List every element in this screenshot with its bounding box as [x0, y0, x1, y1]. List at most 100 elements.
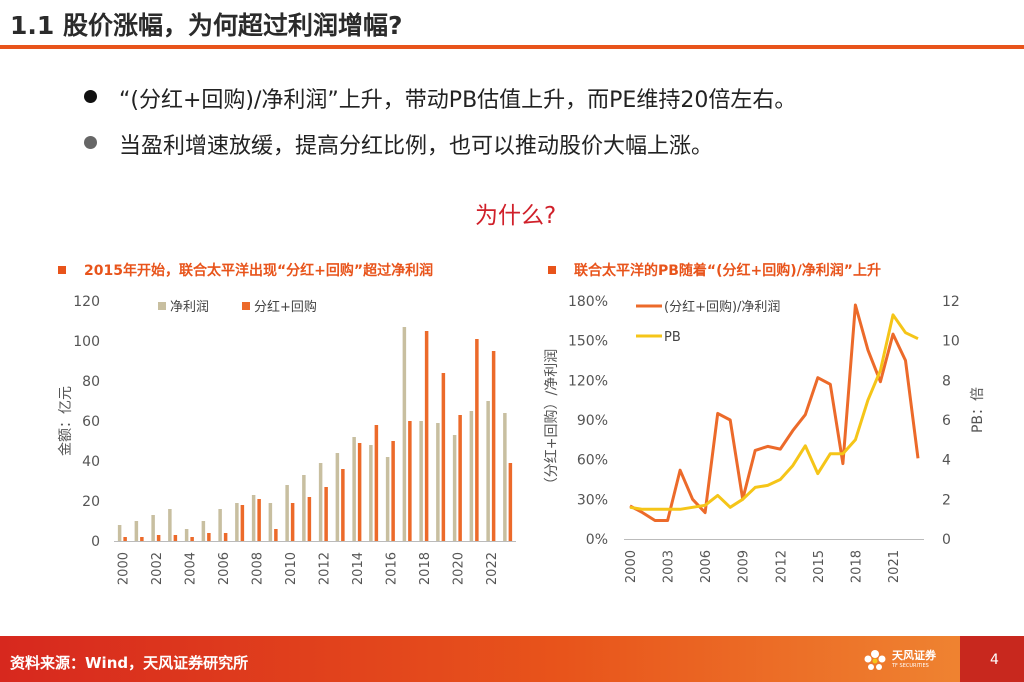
bar-dividend-buyback	[307, 497, 312, 541]
bar-dividend-buyback	[240, 505, 245, 541]
bar-net-profit	[201, 521, 206, 541]
bar-dividend-buyback	[391, 441, 395, 541]
legend-swatch-dividend-buyback	[242, 302, 250, 310]
flower-logo-icon	[864, 650, 886, 670]
bar-dividend-buyback	[173, 535, 178, 541]
bar-dividend-buyback	[475, 339, 479, 541]
legend-swatch-net-profit	[158, 302, 166, 310]
left-y-tick-label: 150%	[568, 334, 608, 350]
x-tick-label: 2006	[699, 550, 714, 583]
x-tick-label: 2016	[384, 552, 399, 585]
left-y-tick-label: 30%	[577, 492, 608, 508]
right-chart-title: 联合太平洋的PB随着“(分红+回购)/净利润”上升	[548, 260, 881, 280]
right-y-tick-label: 8	[942, 373, 951, 389]
legend-label-pb: PB	[664, 330, 681, 345]
right-y-tick-label: 10	[942, 334, 960, 350]
bar-dividend-buyback	[207, 533, 211, 541]
bar-net-profit	[385, 457, 390, 541]
bar-net-profit	[335, 453, 340, 541]
x-tick-label: 2008	[250, 552, 265, 585]
left-chart-title-text: 2015年开始，联合太平洋出现“分红+回购”超过净利润	[84, 263, 434, 279]
square-bullet-icon	[58, 266, 66, 274]
bar-chart-net-profit-vs-payout: 0 20 40 60 80 100 120 金额：亿元 2000 2002 2004 2006 2008…	[58, 294, 516, 585]
x-tick-label: 2012	[317, 552, 332, 585]
x-tick-label: 2012	[774, 550, 789, 583]
bar-net-profit	[285, 485, 289, 541]
bar-net-profit	[318, 463, 323, 541]
bar-dividend-buyback	[374, 425, 379, 541]
bar-net-profit	[235, 503, 239, 541]
legend-label-payout-ratio: (分红+回购)/净利润	[664, 299, 780, 315]
page-title: 1.1 股价涨幅，为何超过利润增幅?	[10, 11, 403, 40]
left-chart-title: 2015年开始，联合太平洋出现“分红+回购”超过净利润	[58, 260, 433, 280]
bar-dividend-buyback	[190, 537, 194, 541]
left-y-tick-label: 120%	[568, 373, 608, 389]
legend-label-dividend-buyback: 分红+回购	[254, 299, 317, 315]
right-y-tick-label: 12	[942, 294, 960, 310]
bar-dividend-buyback	[341, 469, 345, 541]
bar-dividend-buyback	[156, 535, 161, 541]
x-tick-label: 2020	[451, 552, 466, 585]
bar-net-profit	[151, 515, 155, 541]
y-axis-label: 金额：亿元	[58, 386, 74, 456]
x-tick-label: 2015	[812, 550, 827, 583]
footer-band	[0, 636, 1024, 682]
bar-net-profit	[134, 521, 139, 541]
x-tick-label: 2014	[351, 552, 366, 585]
right-chart-title-text: 联合太平洋的PB随着“(分红+回购)/净利润”上升	[574, 263, 881, 279]
y-tick-label: 20	[82, 494, 100, 510]
bullet-text-2: 当盈利增速放缓，提高分红比例，也可以推动股价大幅上涨。	[119, 134, 714, 159]
bar-dividend-buyback	[357, 443, 362, 541]
bar-dividend-buyback	[223, 533, 228, 541]
y-tick-label: 120	[73, 294, 100, 310]
x-tick-label: 2003	[662, 550, 677, 583]
bar-net-profit	[117, 525, 122, 541]
bar-dividend-buyback	[441, 373, 446, 541]
bar-dividend-buyback	[491, 351, 496, 541]
bar-net-profit	[369, 445, 373, 541]
line-pb	[629, 313, 919, 511]
x-tick-label: 2021	[887, 550, 902, 583]
line-chart-payout-ratio-vs-pb: 0% 30% 60% 90% 120% 150% 180% 0 2 4 6 8 10 12 （分红+回购）/…	[544, 294, 986, 583]
bar-dividend-buyback	[257, 499, 261, 541]
left-y-tick-label: 60%	[577, 453, 608, 469]
bar-net-profit	[218, 509, 222, 541]
left-y-tick-label: 90%	[577, 413, 608, 429]
bar-dividend-buyback	[408, 421, 412, 541]
bullet-text-1: “(分红+回购)/净利润”上升，带动PB估值上升，而PE维持20倍左右。	[119, 88, 797, 113]
bar-dividend-buyback	[123, 537, 127, 541]
bar-net-profit	[302, 475, 306, 541]
bar-dividend-buyback	[424, 331, 429, 541]
page-number-box	[960, 636, 1024, 682]
bar-dividend-buyback	[508, 463, 513, 541]
bar-net-profit	[469, 411, 474, 541]
question-text: 为什么?	[475, 203, 557, 229]
right-y-tick-label: 6	[942, 413, 951, 429]
logo-name-cn: 天风证券	[892, 649, 936, 662]
y-tick-label: 0	[91, 534, 100, 550]
bar-dividend-buyback	[324, 487, 328, 541]
bar-dividend-buyback	[458, 415, 462, 541]
x-tick-label: 2006	[217, 552, 232, 585]
y-tick-label: 40	[82, 454, 100, 470]
x-tick-label: 2000	[116, 552, 131, 585]
page-number: 4	[990, 652, 999, 668]
square-bullet-icon	[548, 266, 556, 274]
x-tick-label: 2000	[624, 550, 639, 583]
bar-net-profit	[251, 495, 256, 541]
x-tick-label: 2018	[418, 552, 433, 585]
bar-net-profit	[486, 401, 490, 541]
bullet-item-1: “(分红+回购)/净利润”上升，带动PB估值上升，而PE维持20倍左右。	[84, 82, 796, 114]
bullet-item-2: 当盈利增速放缓，提高分红比例，也可以推动股价大幅上涨。	[84, 128, 713, 160]
bar-dividend-buyback	[274, 529, 278, 541]
x-tick-label: 2009	[737, 550, 752, 583]
x-tick-label: 2018	[849, 550, 864, 583]
left-y-tick-label: 0%	[586, 532, 608, 548]
y-tick-label: 60	[82, 414, 100, 430]
x-tick-label: 2002	[150, 552, 165, 585]
bullet-dot-icon	[84, 136, 97, 149]
title-divider	[0, 45, 1024, 49]
bullet-dot-icon	[84, 90, 97, 103]
bar-net-profit	[184, 529, 189, 541]
legend-label-net-profit: 净利润	[170, 300, 209, 315]
